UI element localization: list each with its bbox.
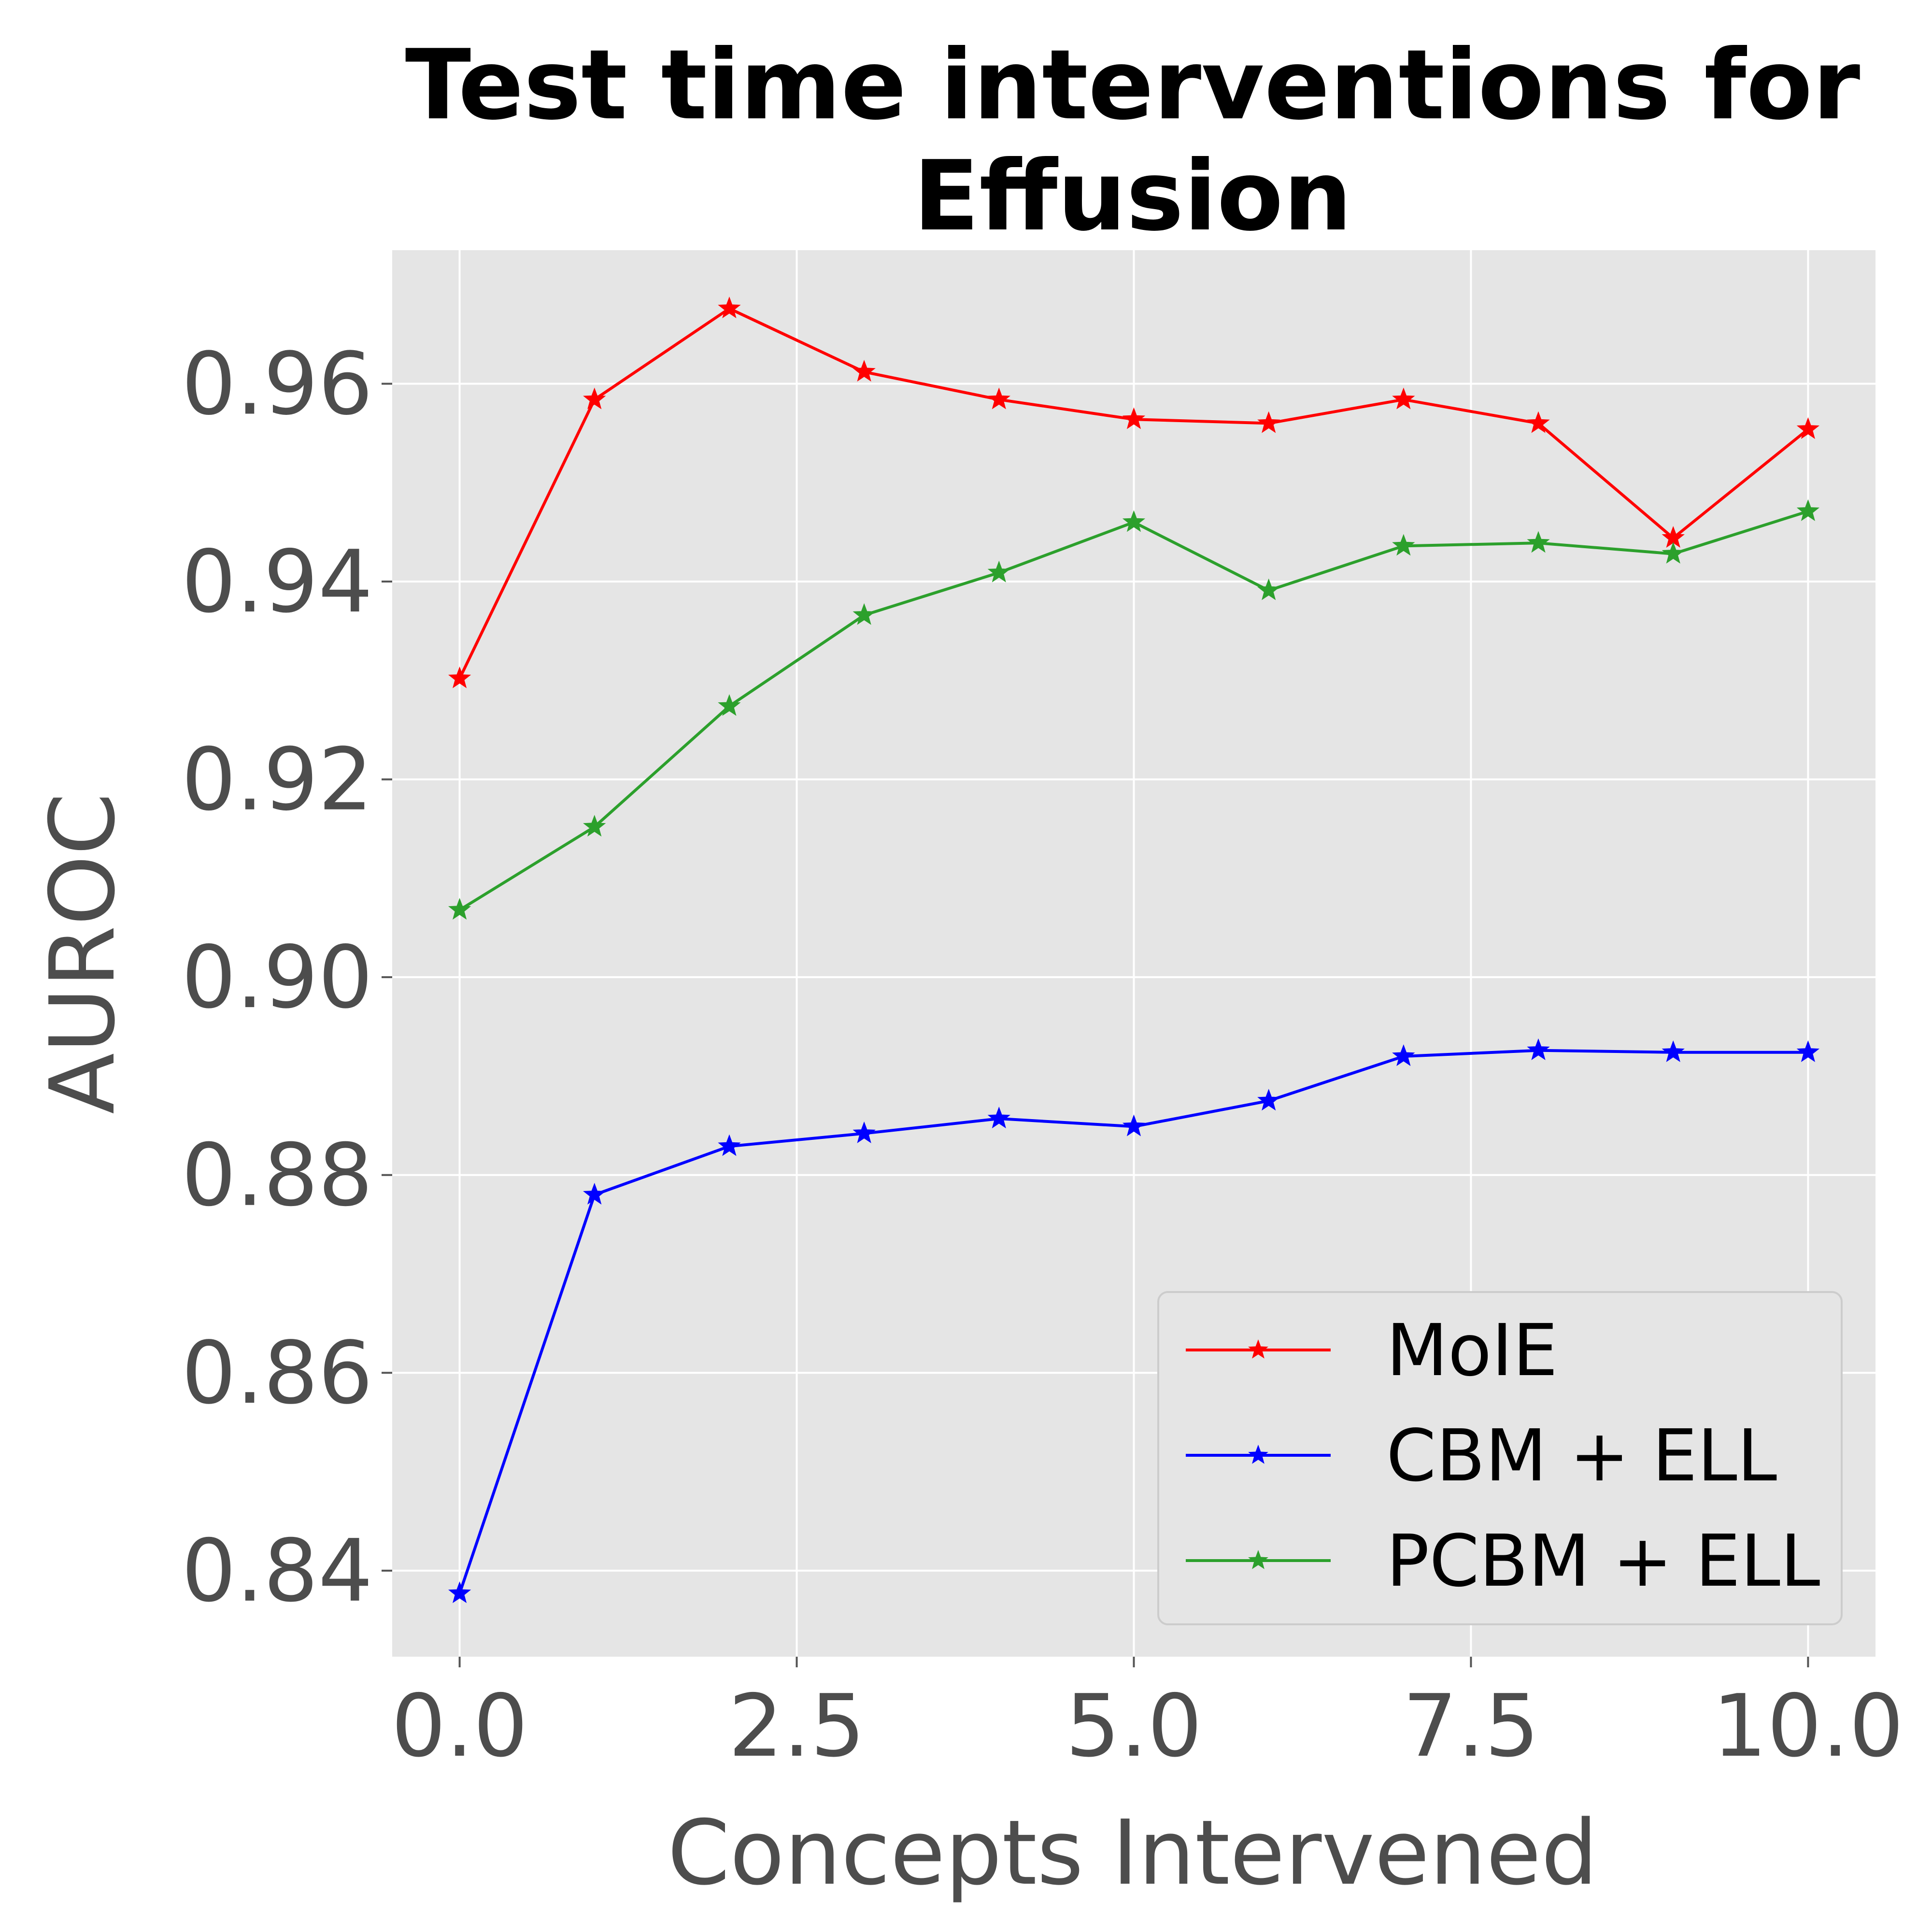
x-tick-label: 7.5 <box>1403 1676 1539 1776</box>
data-point-moie <box>1122 407 1146 429</box>
data-point-moie <box>448 666 471 688</box>
y-tick-label: 0.88 <box>182 1125 373 1225</box>
data-point-cbm-ell <box>1662 1040 1685 1062</box>
x-axis-ticks: 0.0 2.5 5.0 7.5 10.0 <box>391 1657 1904 1776</box>
y-tick-label: 0.84 <box>182 1521 373 1621</box>
y-tick-label: 0.96 <box>182 334 373 434</box>
data-point-cbm-ell <box>1796 1040 1820 1062</box>
legend-marker-moie <box>1248 1339 1268 1359</box>
data-point-cbm-ell <box>583 1182 606 1205</box>
x-axis-label: Concepts Intervened <box>668 1801 1598 1905</box>
data-point-moie <box>718 296 741 318</box>
legend-marker-cbm-ell <box>1248 1445 1268 1464</box>
data-point-cbm-ell <box>1122 1114 1146 1136</box>
grid <box>392 250 1875 1657</box>
y-axis-label: AUROC <box>30 793 135 1114</box>
legend: MoIE CBM + ELL PCBM + ELL <box>1157 1291 1843 1625</box>
x-tick-label: 0.0 <box>391 1676 528 1776</box>
legend-marker-pcbm-ell <box>1248 1550 1268 1569</box>
data-point-moie <box>1796 417 1820 439</box>
data-point-cbm-ell <box>718 1134 741 1156</box>
data-point-pcbm-ell <box>1257 578 1280 600</box>
data-point-pcbm-ell <box>448 898 471 920</box>
x-tick-label: 2.5 <box>728 1676 865 1776</box>
data-point-cbm-ell <box>987 1107 1010 1129</box>
data-point-moie <box>987 387 1010 410</box>
data-point-moie <box>852 360 876 382</box>
data-point-pcbm-ell <box>583 815 606 837</box>
data-point-cbm-ell <box>1392 1044 1415 1066</box>
series-cbm-ell <box>448 1038 1820 1603</box>
legend-label-pcbm-ell: PCBM + ELL <box>1386 1520 1820 1603</box>
legend-box <box>1157 1291 1843 1625</box>
legend-label-cbm-ell: CBM + ELL <box>1386 1414 1777 1497</box>
y-tick-label: 0.90 <box>182 927 373 1027</box>
y-tick-label: 0.86 <box>182 1323 373 1423</box>
x-tick-label: 5.0 <box>1065 1676 1202 1776</box>
data-point-pcbm-ell <box>1527 531 1550 553</box>
data-point-cbm-ell <box>448 1581 471 1603</box>
data-point-pcbm-ell <box>1662 541 1685 564</box>
chart-title-line-2: Effusion <box>913 140 1352 253</box>
series-moie <box>448 296 1820 688</box>
series-layer <box>448 296 1820 1603</box>
data-point-moie <box>1257 411 1280 433</box>
y-tick-label: 0.92 <box>182 730 373 830</box>
data-point-pcbm-ell <box>852 603 876 625</box>
x-tick-label: 10.0 <box>1712 1676 1904 1776</box>
data-point-moie <box>1527 411 1550 433</box>
chart-title-line-1: Test time interventions for <box>405 29 1861 142</box>
data-point-cbm-ell <box>1527 1038 1550 1060</box>
data-point-cbm-ell <box>852 1121 876 1143</box>
data-point-pcbm-ell <box>987 560 1010 582</box>
data-point-moie <box>583 387 606 410</box>
data-point-pcbm-ell <box>1392 534 1415 556</box>
data-point-pcbm-ell <box>1796 499 1819 521</box>
data-point-pcbm-ell <box>1122 510 1146 532</box>
data-point-pcbm-ell <box>718 694 741 716</box>
series-pcbm-ell <box>448 499 1819 920</box>
y-tick-label: 0.94 <box>182 532 373 632</box>
y-axis-ticks: 0.84 0.86 0.88 0.90 0.92 0.94 0.96 <box>182 334 392 1621</box>
legend-label-moie: MoIE <box>1386 1309 1558 1392</box>
data-point-cbm-ell <box>1257 1089 1280 1111</box>
data-point-moie <box>1392 387 1415 410</box>
